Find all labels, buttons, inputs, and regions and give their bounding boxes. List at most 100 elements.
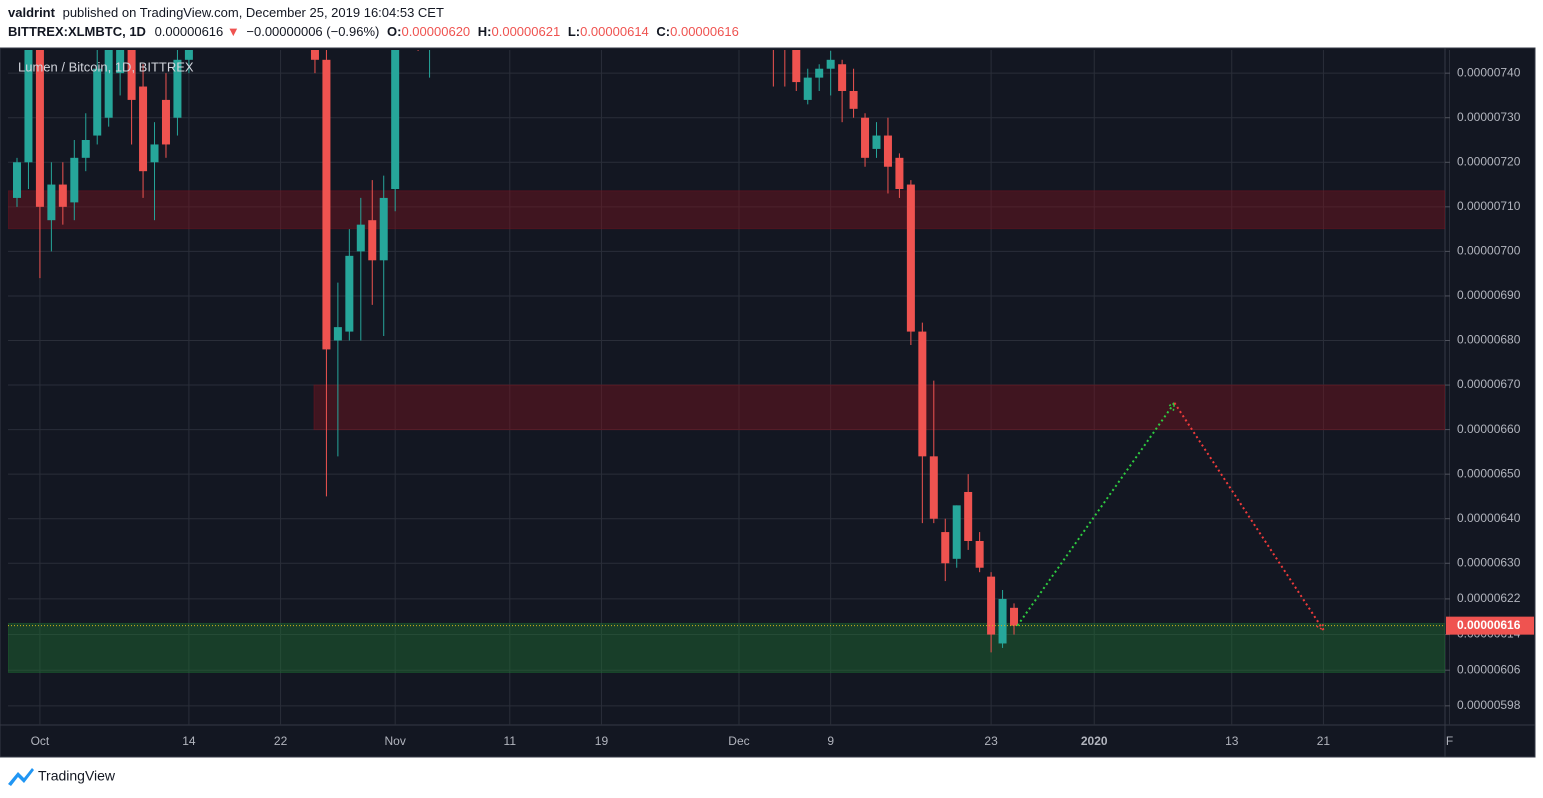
candle-body [391, 50, 400, 190]
x-tick-label: 2020 [1081, 734, 1108, 748]
y-tick-label: 0.00000680 [1457, 333, 1521, 347]
candle-body [173, 59, 182, 118]
candle-body [322, 59, 331, 350]
candle-body [918, 331, 927, 457]
candle-body [998, 598, 1007, 644]
projection-arrow [1167, 401, 1176, 411]
author: valdrint [8, 5, 56, 20]
change-arrow: ▼ [227, 24, 240, 39]
low-label: L: [568, 24, 580, 39]
candle-body [70, 157, 79, 203]
x-tick-label: F [1446, 734, 1453, 748]
candle-body [333, 327, 342, 341]
candle-body [13, 162, 21, 198]
candle-body [941, 532, 950, 564]
projection-line [1016, 402, 1176, 627]
y-tick-label: 0.00000660 [1457, 422, 1521, 436]
price: 0.00000616 [155, 24, 224, 39]
candle-body [47, 184, 56, 221]
x-tick-label: 21 [1317, 734, 1331, 748]
candle-body [345, 255, 354, 332]
close-label: C: [656, 24, 670, 39]
open-value: 0.00000620 [401, 24, 470, 39]
x-tick-label: 23 [984, 734, 998, 748]
y-tick-label: 0.00000730 [1457, 110, 1521, 124]
x-tick-label: 22 [274, 734, 288, 748]
brand-logo [8, 768, 34, 786]
published: published on TradingView.com, December 2… [63, 5, 444, 20]
candle-body [116, 50, 125, 74]
y-tick-label: 0.00000606 [1457, 662, 1521, 676]
candle-body [127, 50, 136, 100]
candle-body [104, 50, 113, 118]
candle-body [895, 157, 904, 190]
x-tick-label: 14 [182, 734, 196, 748]
high-value: 0.00000621 [492, 24, 561, 39]
high-label: H: [478, 24, 492, 39]
candle-body [815, 68, 824, 78]
candle-body [81, 140, 90, 158]
candle-body [987, 576, 996, 635]
candle-body [952, 505, 961, 559]
chart-panel [0, 47, 1536, 758]
zones [8, 190, 1445, 673]
grid [8, 50, 1450, 725]
symbol: BITTREX:XLMBTC, 1D [8, 24, 146, 39]
candle-body [906, 184, 915, 332]
candle-body [964, 491, 973, 541]
y-tick-label: 0.00000690 [1457, 288, 1521, 302]
footer-bg [0, 758, 1543, 798]
price-zone [8, 190, 1445, 230]
low-value: 0.00000614 [580, 24, 649, 39]
y-tick-label: 0.00000720 [1457, 154, 1521, 168]
candle-body [35, 50, 44, 207]
brand: TradingView [38, 768, 116, 784]
candle-body [150, 144, 159, 163]
y-tick-label: 0.00000670 [1457, 377, 1521, 391]
candle-body [356, 224, 365, 252]
candle-body [872, 135, 881, 149]
x-tick-label: 9 [827, 734, 834, 748]
x-tick-label: 11 [504, 734, 517, 748]
candle-body [310, 50, 319, 60]
header-line-1: valdrint published on TradingView.com, D… [8, 5, 444, 20]
candle-body [24, 50, 33, 163]
projection-arrow [1316, 622, 1325, 632]
candle-body [93, 68, 102, 136]
change: −0.00000006 (−0.96%) [246, 24, 379, 39]
candle-body [792, 50, 801, 83]
close-value: 0.00000616 [670, 24, 739, 39]
projection-line [1173, 402, 1325, 631]
x-tick-label: Dec [728, 734, 749, 748]
y-tick-label: 0.00000622 [1457, 591, 1521, 605]
candle-body [929, 456, 938, 519]
legend: Lumen / Bitcoin, 1D, BITTREX [18, 59, 194, 74]
last-price-label: 0.00000616 [1457, 618, 1521, 632]
candle-body [379, 197, 388, 261]
overlay [8, 401, 1445, 632]
y-tick-label: 0.00000710 [1457, 199, 1521, 213]
candle-body [883, 135, 892, 167]
y-tick-label: 0.00000630 [1457, 555, 1521, 569]
x-tick-label: Nov [385, 734, 406, 748]
candle-body [139, 86, 148, 172]
candle-body [826, 59, 835, 69]
header-line-2: BITTREX:XLMBTC, 1D 0.00000616 ▼ −0.00000… [8, 24, 739, 39]
y-tick-label: 0.00000650 [1457, 466, 1521, 480]
candle-body [161, 99, 170, 145]
candle-body [368, 220, 377, 261]
y-tick-label: 0.00000740 [1457, 65, 1521, 79]
candle-body [849, 90, 858, 109]
candle-body [184, 50, 193, 60]
candle-body [803, 77, 812, 100]
axes: 0.00000740 0.00000730 0.00000720 0.00000710… [31, 65, 1534, 748]
candles [13, 50, 1019, 653]
candle-body [838, 64, 847, 91]
candle-body [975, 540, 984, 568]
candle-body [1010, 607, 1019, 626]
y-tick-label: 0.00000640 [1457, 511, 1521, 525]
x-tick-label: Oct [31, 734, 50, 748]
y-tick-label: 0.00000700 [1457, 244, 1521, 258]
